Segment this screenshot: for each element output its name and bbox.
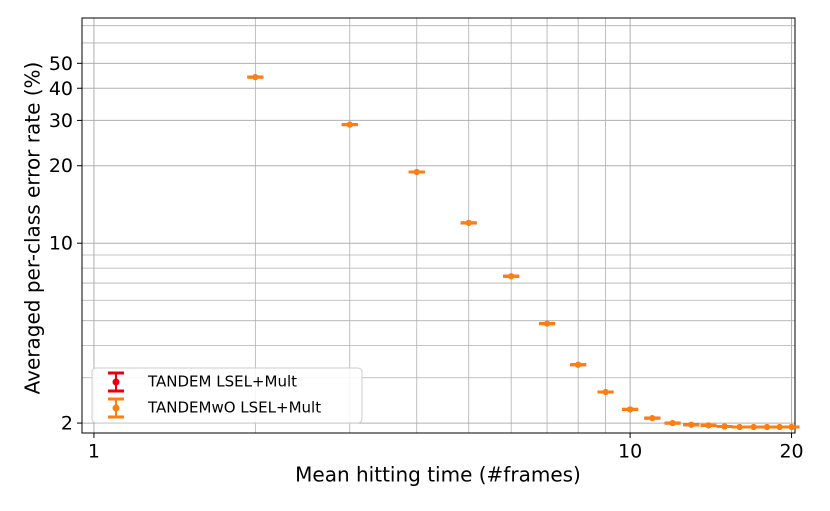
y-axis-label: Averaged per-class error rate (%) <box>21 62 45 395</box>
x-axis-label: Mean hitting time (#frames) <box>295 463 581 487</box>
point <box>721 423 728 430</box>
point <box>627 406 634 413</box>
point <box>776 424 783 431</box>
legend-marker <box>112 378 120 386</box>
point <box>763 424 770 431</box>
y-tick-label: 50 <box>49 53 73 75</box>
point <box>465 219 472 226</box>
y-tick-label: 20 <box>49 155 73 177</box>
point <box>346 121 353 128</box>
point <box>788 424 795 431</box>
point <box>669 420 676 427</box>
legend-marker <box>112 404 120 412</box>
x-tick-label: 10 <box>618 441 642 463</box>
x-tick-label: 20 <box>779 441 803 463</box>
legend-box <box>91 367 363 424</box>
point <box>544 320 551 327</box>
y-tick-label: 40 <box>49 78 73 100</box>
point <box>750 424 757 431</box>
point <box>252 74 259 81</box>
point <box>705 422 712 429</box>
y-tick-label: 30 <box>49 110 73 132</box>
point <box>508 273 515 280</box>
point <box>649 415 656 422</box>
point <box>602 389 609 396</box>
plot-frame <box>81 17 796 434</box>
y-tick-label: 10 <box>49 233 73 255</box>
legend-label: TANDEM LSEL+Mult <box>147 373 297 391</box>
legend-label: TANDEMwO LSEL+Mult <box>147 399 321 417</box>
y-tick-label: 2 <box>61 413 73 435</box>
x-tick-label: 1 <box>88 441 100 463</box>
point <box>575 361 582 368</box>
point <box>688 421 695 428</box>
point <box>413 169 420 176</box>
point <box>736 424 743 431</box>
